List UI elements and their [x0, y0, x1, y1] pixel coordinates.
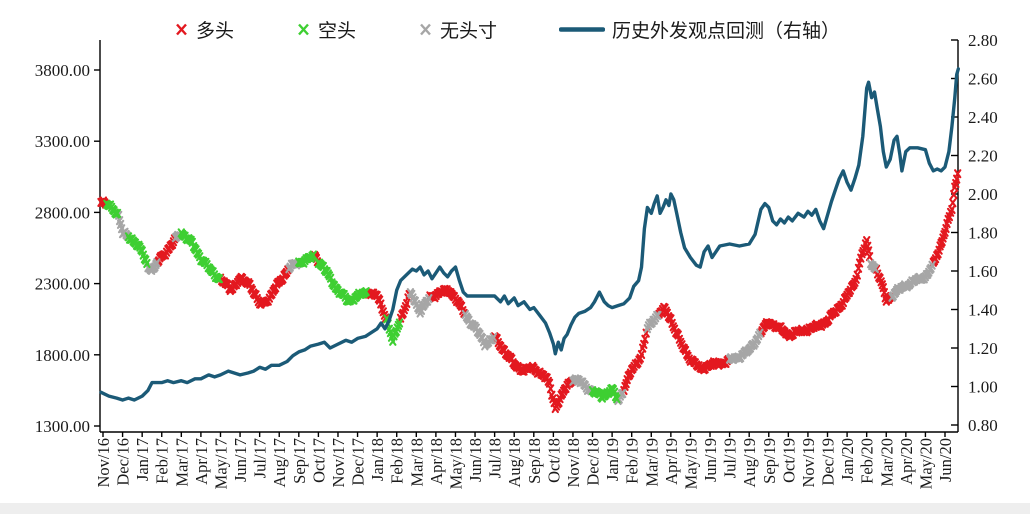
x-tick-label: Jun/19 [701, 438, 720, 482]
x-tick-label: Dec/17 [349, 438, 368, 486]
y-left-tick-label: 2300.00 [35, 275, 90, 294]
y-left-tick-label: 2800.00 [35, 203, 90, 222]
x-tick-label: Oct/17 [309, 438, 328, 483]
x-tick-label: Dec/18 [584, 438, 603, 486]
x-tick-label: Aug/17 [270, 438, 289, 488]
legend-item-short: 空头 [296, 16, 356, 43]
legend-label-backtest: 历史外发观点回测（右轴） [612, 21, 841, 42]
y-left-tick-label: 3300.00 [35, 132, 90, 151]
x-tick-label: Nov/16 [94, 438, 113, 488]
x-tick-label: Dec/19 [819, 438, 838, 486]
x-tick-label: May/19 [681, 438, 700, 489]
x-tick-label: Oct/19 [779, 438, 798, 483]
x-tick-label: Feb/20 [858, 438, 877, 484]
x-tick-label: Nov/18 [564, 438, 583, 488]
legend-label-short: 空头 [318, 21, 357, 42]
backtest-line [99, 67, 960, 402]
x-tick-label: Jan/18 [368, 438, 387, 481]
x-tick-label: Nov/17 [329, 438, 348, 488]
y-left-tick-label: 1800.00 [35, 346, 90, 365]
x-tick-label: Mar/19 [642, 438, 661, 487]
y-right-tick-label: 1.20 [968, 339, 998, 358]
scatter-short-markers [103, 199, 621, 404]
x-tick-label: Aug/19 [740, 438, 759, 488]
legend: 多头 空头 无头寸 历史外发观点回测（右轴） [174, 16, 840, 43]
legend-label-long: 多头 [196, 21, 235, 42]
x-tick-label: Jul/17 [251, 438, 270, 478]
scatter-series [97, 169, 962, 414]
y-left-tick-label: 3800.00 [35, 61, 90, 80]
backtest-line-icon [559, 27, 606, 32]
x-tick-label: Feb/18 [388, 438, 407, 484]
x-tick-label: Sep/17 [290, 438, 309, 484]
x-tick-label: Jan/20 [838, 438, 857, 481]
x-tick-label: Feb/19 [623, 438, 642, 484]
x-tick-label: Sep/18 [525, 438, 544, 484]
legend-item-flat: 无头寸 [418, 16, 497, 43]
y-left-tick-label: 1300.00 [35, 417, 90, 436]
x-tick-label: May/18 [446, 438, 465, 489]
y-right-tick-label: 1.80 [968, 224, 998, 243]
x-tick-label: Mar/17 [172, 438, 191, 487]
x-tick-label: Nov/19 [799, 438, 818, 488]
x-tick-label: Jun/18 [466, 438, 485, 482]
y-left-axis: 3800.00 3300.00 2800.00 2300.00 1800.00 1300.… [35, 61, 100, 436]
legend-item-long: 多头 [174, 16, 234, 43]
x-tick-label: Jan/17 [133, 438, 152, 481]
short-x-icon [298, 23, 309, 36]
y-right-tick-label: 2.60 [968, 70, 998, 89]
x-tick-label: Apr/18 [427, 438, 446, 485]
x-tick-label: Mar/20 [877, 438, 896, 487]
long-x-icon [176, 23, 187, 36]
x-tick-label: Apr/17 [192, 438, 211, 485]
x-tick-label: Aug/18 [505, 438, 524, 488]
x-tick-label: Feb/17 [153, 438, 172, 484]
legend-item-backtest: 历史外发观点回测（右轴） [559, 16, 840, 43]
x-tick-label: May/20 [916, 438, 935, 489]
x-tick-label: Apr/19 [662, 438, 681, 485]
axes [99, 40, 959, 433]
x-tick-label: Oct/18 [544, 438, 563, 483]
scatter-long-markers [97, 169, 962, 414]
x-tick-label: Sep/19 [760, 438, 779, 484]
x-tick-label: May/17 [211, 438, 230, 489]
x-tick-label: Jan/19 [603, 438, 622, 481]
y-right-tick-label: 2.40 [968, 108, 998, 127]
bottom-edge-strip [0, 503, 1030, 514]
x-tick-label: Jul/18 [486, 438, 505, 478]
x-axis: Nov/16 Dec/16 Jan/17 Feb/17 Mar/17 Apr/17 May/… [94, 432, 955, 489]
x-tick-label: Jul/19 [721, 438, 740, 478]
flat-x-icon [420, 23, 431, 36]
y-right-tick-label: 1.60 [968, 262, 998, 281]
y-right-tick-label: 2.80 [968, 31, 998, 50]
y-right-tick-label: 0.80 [968, 416, 998, 435]
y-right-axis: 2.80 2.60 2.40 2.20 2.00 1.80 1.60 1.40 1.20 1.00… [951, 31, 998, 435]
legend-label-flat: 无头寸 [440, 21, 498, 42]
x-tick-label: Jun/17 [231, 438, 250, 482]
x-tick-label: Dec/16 [114, 438, 133, 486]
x-tick-label: Jun/20 [936, 438, 955, 482]
x-tick-label: Mar/18 [407, 438, 426, 487]
y-right-tick-label: 2.00 [968, 185, 998, 204]
y-right-tick-label: 2.20 [968, 147, 998, 166]
y-right-tick-label: 1.00 [968, 378, 998, 397]
x-tick-label: Apr/20 [897, 438, 916, 485]
y-right-tick-label: 1.40 [968, 301, 998, 320]
